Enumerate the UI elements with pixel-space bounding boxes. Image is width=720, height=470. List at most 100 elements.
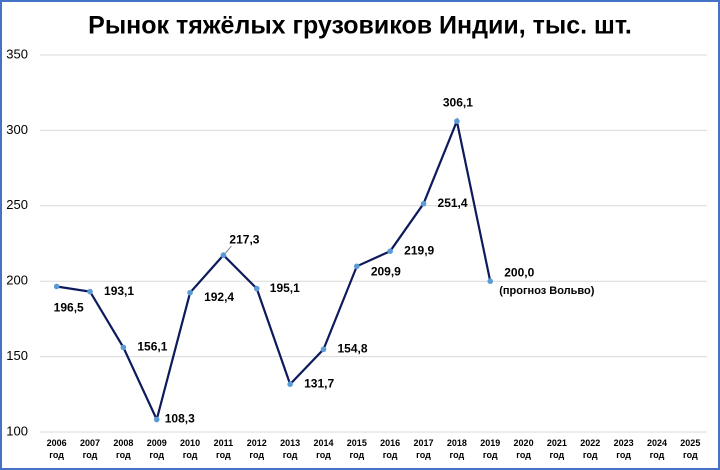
x-tick-label-line: 2007	[80, 438, 100, 448]
x-tick-label-line: год	[583, 450, 598, 460]
data-label: 196,5	[54, 301, 84, 315]
x-tick-label-line: год	[550, 450, 565, 460]
x-tick-label: 2014 год	[313, 438, 333, 460]
x-tick-label-line: год	[116, 450, 131, 460]
data-label: 131,7	[304, 376, 334, 390]
x-tick-label: 2006 год	[47, 438, 67, 460]
x-tick-label-line: 2024	[647, 438, 667, 448]
y-tick-label: 100	[6, 423, 28, 438]
x-tick-label-line: 2020	[514, 438, 534, 448]
y-tick-label: 300	[6, 122, 28, 137]
x-tick-label-line: 2009	[147, 438, 167, 448]
data-label: 192,4	[204, 290, 234, 304]
x-tick-label-line: год	[516, 450, 531, 460]
x-tick-label: 2009 год	[147, 438, 167, 460]
marker	[387, 248, 393, 254]
x-tick-label: 2018 год	[447, 438, 467, 460]
x-tick-label: 2017 год	[414, 438, 434, 460]
x-tick-label: 2007 год	[80, 438, 100, 460]
x-tick-label: 2013 год	[280, 438, 300, 460]
marker	[53, 283, 60, 290]
x-tick-label-line: 2013	[280, 438, 300, 448]
data-label: 154,8	[337, 342, 367, 356]
x-tick-label-line: год	[283, 450, 298, 460]
marker	[320, 346, 327, 353]
marker	[153, 416, 160, 423]
x-tick-label: 2016 год	[380, 438, 400, 460]
data-label: 209,9	[371, 264, 401, 278]
marker	[287, 381, 293, 387]
data-label: 108,3	[165, 412, 195, 426]
x-tick-label-line: год	[83, 450, 98, 460]
x-tick-label: 2008 год	[113, 438, 133, 460]
x-tick-label-line: 2012	[247, 438, 267, 448]
x-tick-label-line: 2023	[614, 438, 634, 448]
x-tick-label-line: 2025	[680, 438, 700, 448]
x-tick-label-line: год	[249, 450, 264, 460]
marker	[220, 252, 227, 258]
x-tick-label: 2023 год	[614, 438, 634, 460]
x-tick-label: 2020 год	[514, 438, 534, 460]
x-tick-label-line: год	[149, 450, 164, 460]
x-tick-label-line: 2006	[47, 438, 67, 448]
x-tick-label-line: год	[416, 450, 431, 460]
data-label: 195,1	[270, 281, 300, 295]
x-tick-label-line: 2019	[480, 438, 500, 448]
x-tick-label-line: год	[216, 450, 231, 460]
annotation: (прогноз Вольво)	[499, 285, 595, 297]
x-tick-label-line: 2010	[180, 438, 200, 448]
marker	[454, 118, 460, 125]
x-tick-label-line: год	[616, 450, 631, 460]
marker	[420, 200, 427, 207]
x-tick-label-line: год	[316, 450, 331, 460]
x-tick-label-line: 2017	[414, 438, 434, 448]
x-tick-label: 2019 год	[480, 438, 500, 460]
x-tick-label-line: 2022	[580, 438, 600, 448]
x-tick-label: 2015 год	[347, 438, 367, 460]
data-label: 193,1	[104, 284, 134, 298]
x-tick-label-line: 2014	[313, 438, 333, 448]
data-label: 200,0	[504, 265, 534, 279]
data-label: 306,1	[443, 95, 473, 109]
x-tick-label-line: 2018	[447, 438, 467, 448]
y-tick-label: 350	[6, 46, 28, 61]
x-tick-label: 2012 год	[247, 438, 267, 460]
x-tick-label-line: 2008	[113, 438, 133, 448]
x-tick-label: 2011 год	[214, 438, 234, 460]
data-label: 219,9	[404, 243, 434, 257]
x-tick-label: 2025 год	[680, 438, 700, 460]
x-tick-label-line: год	[49, 450, 64, 460]
x-tick-label-line: год	[383, 450, 398, 460]
line	[56, 117, 492, 423]
x-tick-label: 2022 год	[580, 438, 600, 460]
x-tick-label-line: 2016	[380, 438, 400, 448]
marker	[87, 288, 93, 295]
data-label: 217,3	[229, 232, 259, 246]
x-tick-label-line: год	[650, 450, 665, 460]
marker	[354, 263, 360, 270]
x-tick-label-line: 2021	[547, 438, 567, 448]
x-tick-label-line: год	[483, 450, 498, 460]
x-tick-label-line: год	[683, 450, 698, 460]
x-tick-label-line: 2011	[214, 438, 234, 448]
x-tick-label-line: год	[450, 450, 465, 460]
marker	[187, 289, 193, 296]
x-tick-label: 2024 год	[647, 438, 667, 460]
y-tick-label: 250	[6, 197, 28, 212]
y-tick-label: 150	[6, 348, 28, 363]
x-tick-label-line: год	[349, 450, 364, 460]
marker	[120, 344, 127, 351]
x-tick-label: 2010 год	[180, 438, 200, 460]
marker	[253, 285, 260, 292]
x-tick-label: 2021 год	[547, 438, 567, 460]
y-tick-label: 200	[6, 273, 28, 288]
x-tick-label-line: 2015	[347, 438, 367, 448]
data-label: 156,1	[137, 340, 167, 354]
data-label: 251,4	[438, 196, 468, 210]
leader-line	[225, 245, 232, 254]
chart-title: Рынок тяжёлых грузовиков Индии, тыс. шт.	[88, 12, 632, 40]
marker	[487, 278, 494, 285]
x-tick-label-line: год	[183, 450, 198, 460]
